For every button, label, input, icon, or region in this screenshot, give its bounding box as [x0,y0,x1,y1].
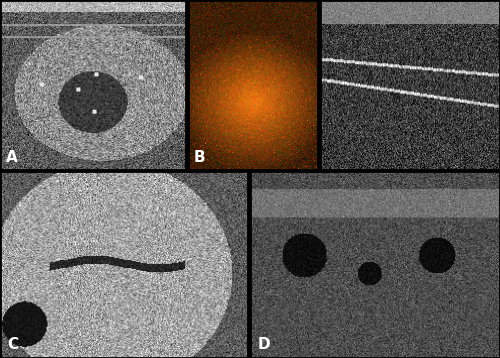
Text: A: A [6,150,18,165]
Text: B: B [194,150,205,165]
Text: D: D [258,337,270,352]
Text: C: C [8,337,18,352]
